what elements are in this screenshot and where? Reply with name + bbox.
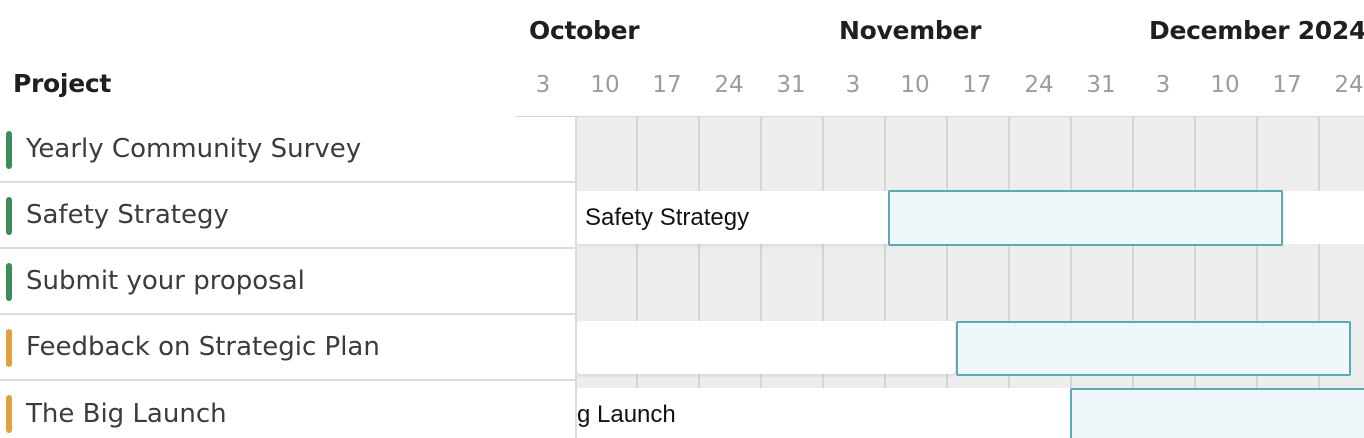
status-indicator bbox=[6, 131, 12, 169]
gantt-bar-big-launch[interactable] bbox=[1070, 388, 1364, 438]
grid-line bbox=[1256, 117, 1258, 438]
project-row-safety-strategy[interactable]: Safety Strategy bbox=[0, 183, 575, 249]
grid-line bbox=[884, 117, 886, 438]
grid-line bbox=[946, 117, 948, 438]
gantt-bar-feedback-strategic-plan[interactable] bbox=[956, 321, 1351, 376]
timeline-label-text: g Launch bbox=[577, 401, 676, 428]
day-label: 3 bbox=[845, 72, 861, 98]
status-indicator bbox=[6, 263, 12, 301]
project-name: Yearly Community Survey bbox=[26, 134, 362, 164]
project-name: Safety Strategy bbox=[26, 200, 229, 230]
project-column-header[interactable]: Project bbox=[13, 69, 112, 98]
grid-line bbox=[1008, 117, 1010, 438]
timeline-label-text: Safety Strategy bbox=[585, 203, 750, 231]
grid-line bbox=[636, 117, 638, 438]
day-label: 31 bbox=[776, 72, 806, 98]
grid-line bbox=[698, 117, 700, 438]
day-label: 10 bbox=[1210, 72, 1240, 98]
status-indicator bbox=[6, 329, 12, 367]
project-row-feedback-strategic-plan[interactable]: Feedback on Strategic Plan bbox=[0, 315, 575, 381]
day-label: 24 bbox=[1024, 72, 1054, 98]
timeline-label-feedback-strategic-plan[interactable] bbox=[577, 321, 955, 374]
day-label: 17 bbox=[962, 72, 992, 98]
project-name: The Big Launch bbox=[26, 399, 227, 429]
status-indicator bbox=[6, 197, 12, 235]
header-divider bbox=[515, 116, 1364, 117]
month-label-october: October bbox=[529, 16, 640, 45]
gantt-bar-safety-strategy[interactable] bbox=[888, 190, 1283, 246]
month-label-december: December 2024 bbox=[1149, 16, 1364, 45]
project-list: Yearly Community Survey Safety Strategy … bbox=[0, 117, 577, 438]
grid-line bbox=[760, 117, 762, 438]
project-name: Submit your proposal bbox=[26, 266, 305, 296]
project-name: Feedback on Strategic Plan bbox=[26, 332, 380, 362]
grid-line bbox=[1132, 117, 1134, 438]
timeline-label-big-launch[interactable]: g Launch bbox=[577, 388, 1075, 438]
day-label: 24 bbox=[714, 72, 744, 98]
grid-line bbox=[1194, 117, 1196, 438]
month-label-november: November bbox=[839, 16, 982, 45]
project-row-submit-proposal[interactable]: Submit your proposal bbox=[0, 249, 575, 315]
day-label: 3 bbox=[1155, 72, 1171, 98]
grid-line bbox=[1318, 117, 1320, 438]
day-label: 10 bbox=[590, 72, 620, 98]
day-label: 10 bbox=[900, 72, 930, 98]
grid-line bbox=[822, 117, 824, 438]
project-row-yearly-community-survey[interactable]: Yearly Community Survey bbox=[0, 117, 575, 183]
day-label: 31 bbox=[1086, 72, 1116, 98]
timeline-label-safety-strategy[interactable]: Safety Strategy bbox=[577, 191, 897, 244]
status-indicator bbox=[6, 395, 12, 433]
day-label: 3 bbox=[535, 72, 551, 98]
day-label: 17 bbox=[1272, 72, 1302, 98]
timeline-grid[interactable]: Safety Strategy g Launch bbox=[577, 117, 1364, 438]
day-label: 17 bbox=[652, 72, 682, 98]
day-label: 24 bbox=[1334, 72, 1364, 98]
grid-line bbox=[1070, 117, 1072, 438]
project-row-big-launch[interactable]: The Big Launch bbox=[0, 381, 575, 438]
